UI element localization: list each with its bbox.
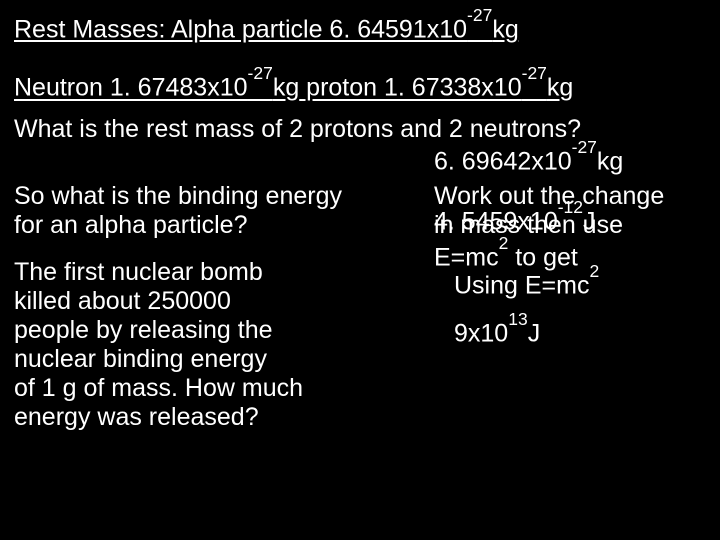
q3-l6: energy was released?	[14, 403, 394, 432]
exp: -27	[522, 63, 547, 83]
exp: 2	[589, 261, 599, 281]
answer-3-formula: Using E=mc2	[454, 268, 599, 300]
q3-l4: nuclear binding energy	[14, 345, 394, 374]
question-3: The first nuclear bomb killed about 2500…	[14, 258, 394, 432]
answer-3-value: 9x1013J	[454, 316, 540, 348]
q3-l3: people by releasing the	[14, 316, 394, 345]
q3-l2: killed about 250000	[14, 287, 394, 316]
proton-text: proton 1. 67338x10	[299, 74, 521, 102]
question-1: What is the rest mass of 2 protons and 2…	[14, 115, 700, 144]
q3-l5: of 1 g of mass. How much	[14, 374, 394, 403]
answer-1: 6. 69642x10-27kg	[434, 144, 623, 176]
exp: -12	[558, 197, 583, 217]
unit: kg	[597, 147, 623, 175]
text: 4. 5459x10	[434, 207, 558, 235]
exp: -27	[248, 63, 273, 83]
text: 9x10	[454, 319, 508, 347]
exp: 13	[508, 309, 527, 329]
rest-mass-alpha: Rest Masses: Alpha particle 6. 64591x10-…	[14, 12, 700, 44]
q2-line2: for an alpha particle?	[14, 211, 414, 240]
text: Rest Masses: Alpha particle 6. 64591x10	[14, 15, 467, 43]
unit: J	[528, 319, 541, 347]
text: 6. 69642x10	[434, 147, 572, 175]
exp: -27	[467, 5, 492, 25]
unit: kg	[492, 15, 518, 43]
unit: J	[583, 207, 596, 235]
question-2: So what is the binding energy for an alp…	[14, 182, 414, 240]
unit: kg	[547, 74, 573, 102]
neutron-text: Neutron 1. 67483x10	[14, 74, 248, 102]
unit: kg	[273, 74, 299, 102]
q3-l1: The first nuclear bomb	[14, 258, 394, 287]
answer-2-value: 4. 5459x10-12J	[434, 204, 596, 236]
q2-line1: So what is the binding energy	[14, 182, 414, 211]
text: Using E=mc	[454, 271, 589, 299]
rest-mass-neutron-proton: Neutron 1. 67483x10-27kg proton 1. 67338…	[14, 70, 700, 102]
exp: -27	[572, 137, 597, 157]
